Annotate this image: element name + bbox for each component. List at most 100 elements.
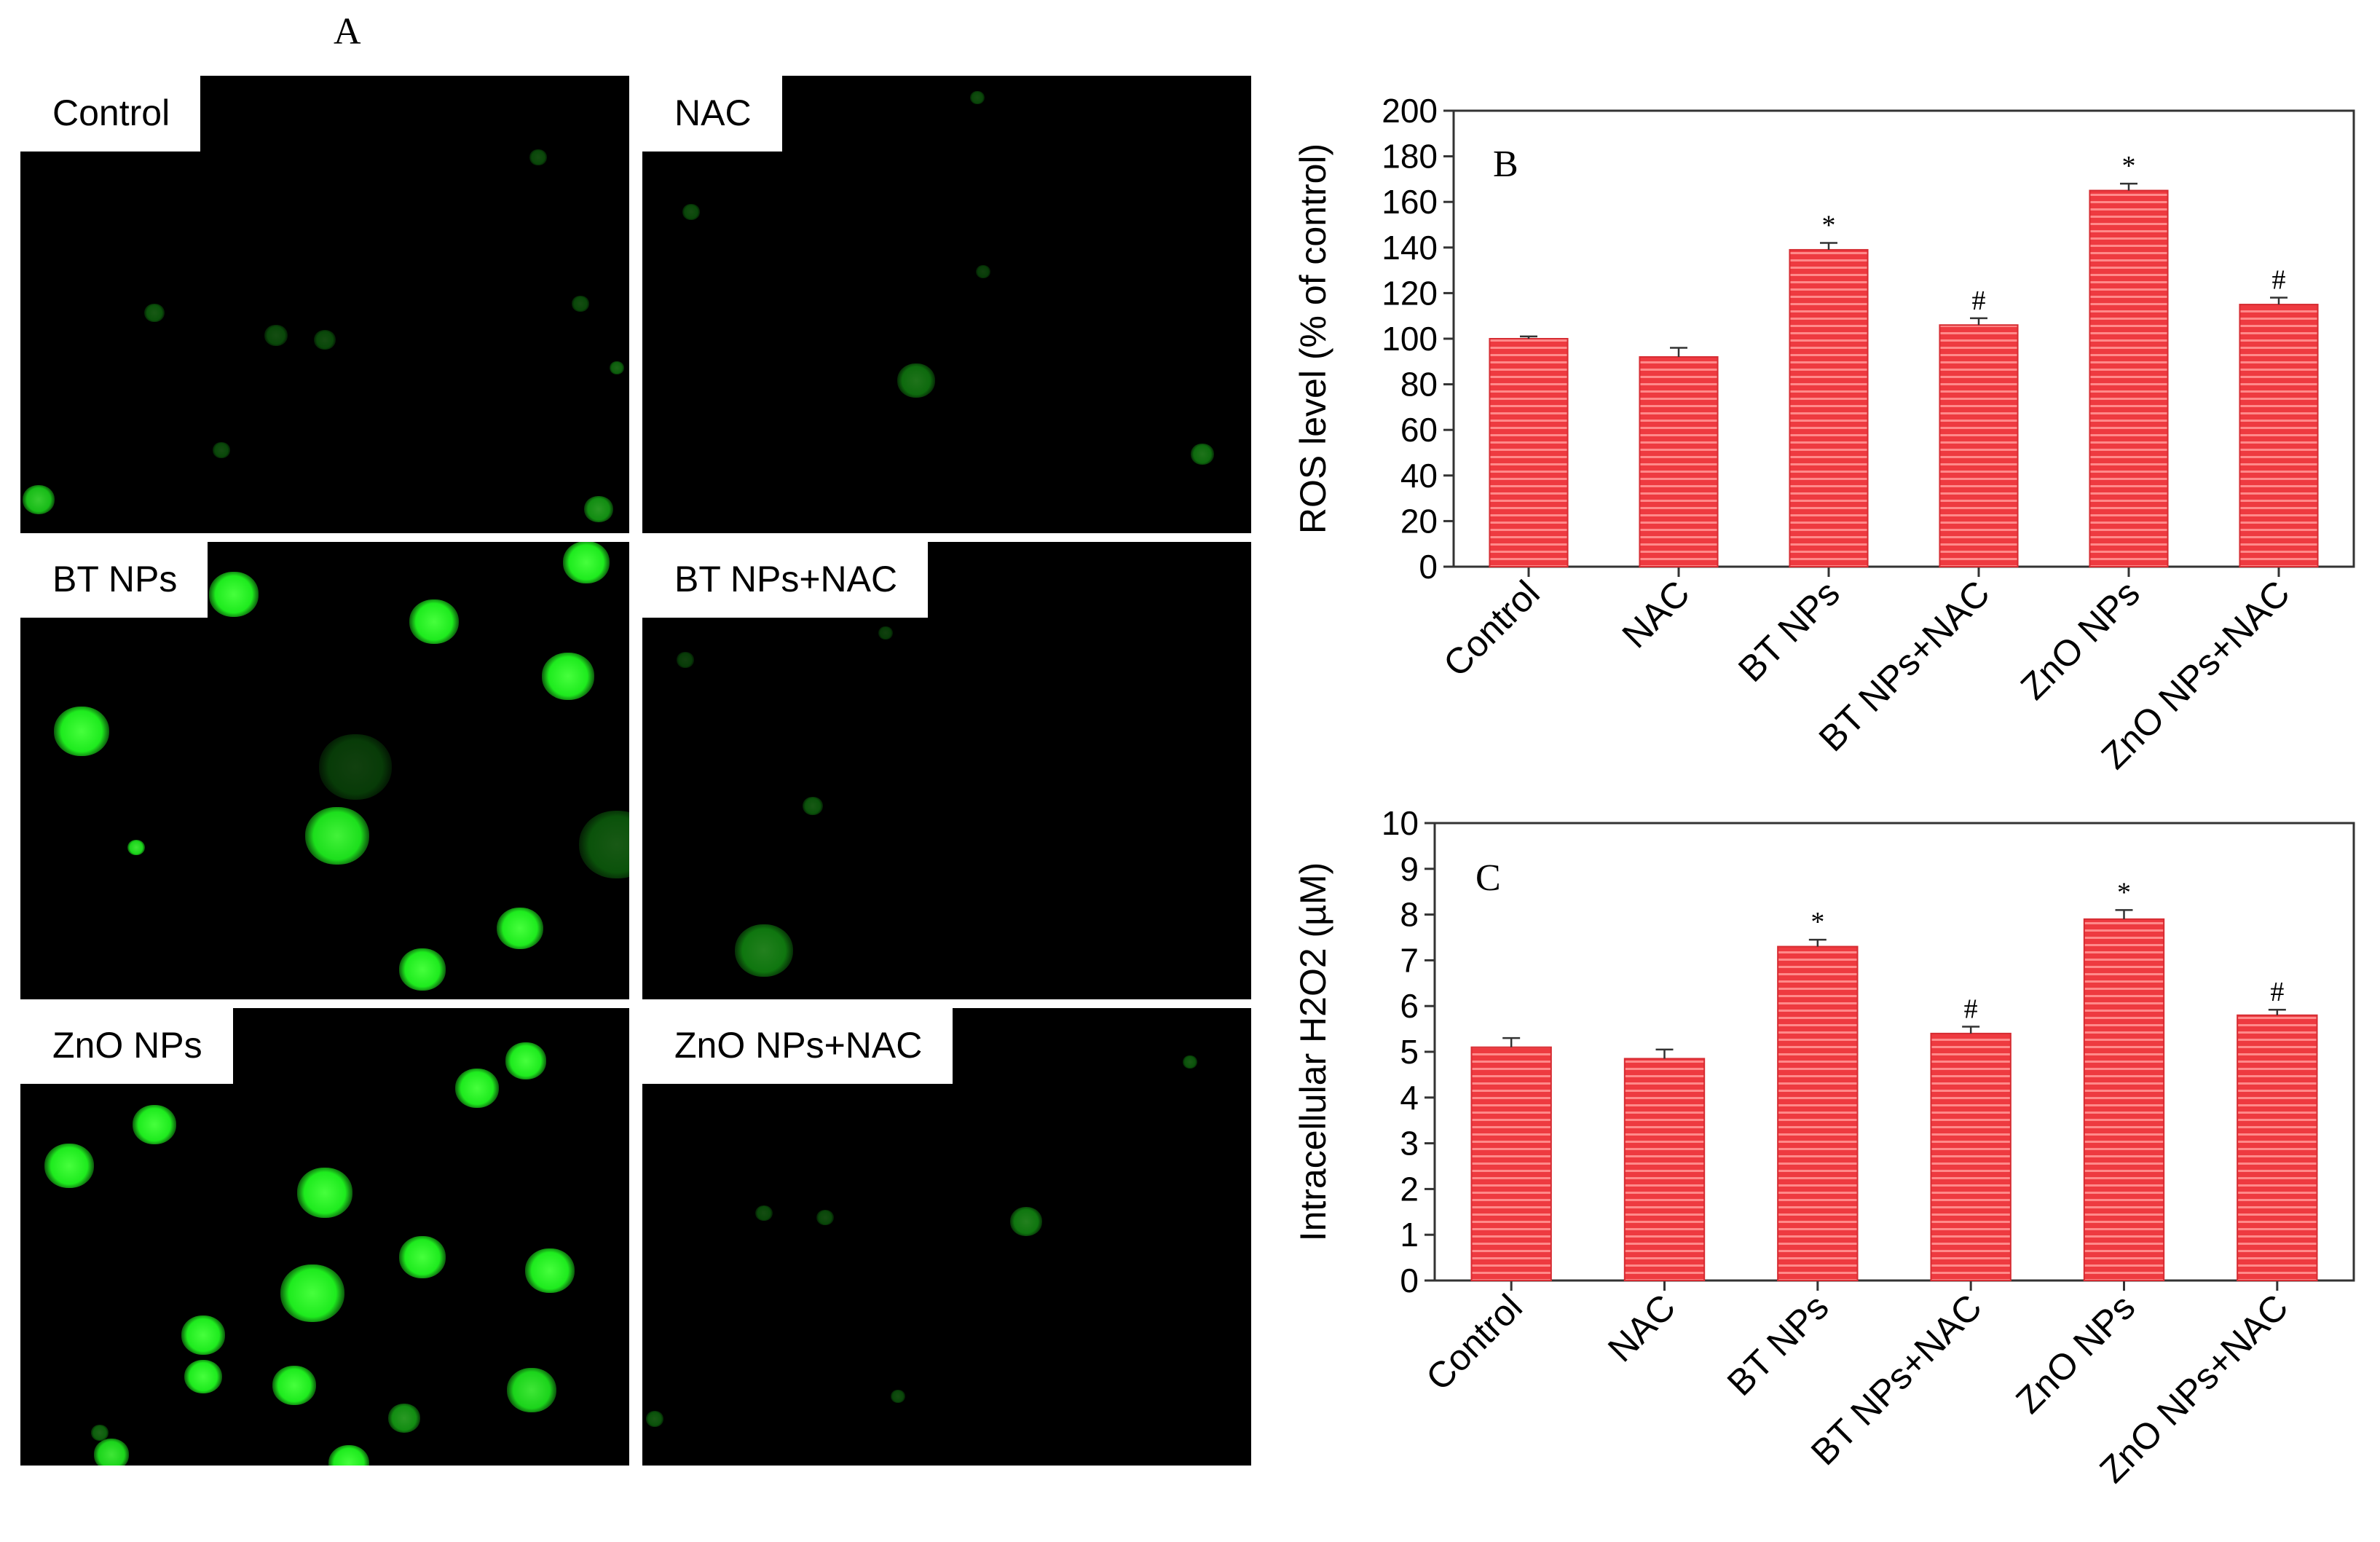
fluorescent-cell — [304, 807, 369, 865]
y-tick-label: 4 — [1400, 1079, 1419, 1117]
panel-letter: C — [1475, 857, 1501, 899]
fluorescent-cell — [387, 1404, 420, 1433]
significance-marker: * — [1822, 211, 1836, 241]
y-tick-label: 120 — [1382, 274, 1438, 312]
y-tick-label: 60 — [1400, 411, 1438, 449]
y-tick-label: 140 — [1382, 229, 1438, 267]
fluorescent-cell — [878, 626, 894, 640]
fluorescent-cell — [44, 1143, 94, 1188]
fluorescent-cell — [455, 1069, 499, 1109]
x-tick-label: NAC — [1615, 573, 1698, 656]
fluorescent-cell — [208, 572, 259, 617]
significance-marker: * — [1810, 907, 1824, 937]
significance-marker: # — [2270, 977, 2284, 1007]
fluorescent-cell — [23, 485, 55, 514]
significance-marker: # — [2272, 265, 2286, 296]
fluorescent-cell — [264, 324, 288, 346]
fluorescent-cell — [409, 599, 460, 645]
y-tick-label: 8 — [1400, 896, 1419, 934]
fluorescent-cell — [976, 265, 991, 279]
fluorescent-cell — [143, 303, 165, 322]
y-tick-label: 7 — [1400, 941, 1419, 979]
fluorescent-cell — [676, 652, 694, 668]
micrograph-label: NAC — [642, 76, 782, 152]
fluorescent-cell — [645, 1411, 663, 1427]
y-tick-label: 200 — [1382, 92, 1438, 130]
fluorescent-cell — [803, 797, 824, 816]
y-axis-label: Intracellular H2O2 (µM) — [1293, 862, 1333, 1242]
fluorescent-cell — [398, 1236, 446, 1278]
y-tick-label: 9 — [1400, 850, 1419, 888]
bar — [1489, 338, 1569, 567]
panel-letter: B — [1493, 143, 1518, 185]
bar — [1939, 324, 2019, 567]
fluorescent-cell — [53, 706, 109, 757]
fluorescent-cell — [398, 948, 446, 991]
fluorescent-cell — [272, 1366, 317, 1406]
fluorescent-cell — [542, 653, 595, 701]
y-tick-label: 5 — [1400, 1033, 1419, 1071]
bar — [1470, 1046, 1552, 1281]
fluorescent-cell — [579, 810, 629, 879]
fluorescent-cell — [584, 495, 614, 522]
y-tick-label: 40 — [1400, 457, 1438, 495]
y-tick-label: 2 — [1400, 1170, 1419, 1208]
chart-c-layer: 0 1 2 3 4 5 6 7 8 9 10 Intracellular H2O2 (µM) C Cont… — [1293, 804, 2355, 1490]
fluorescent-cell — [610, 361, 625, 374]
fluorescent-cell — [755, 1205, 773, 1222]
x-tick-label: Control — [1418, 1286, 1530, 1399]
micrograph-control: Control — [20, 76, 629, 533]
fluorescent-cell — [897, 363, 936, 398]
fluorescent-cell — [505, 1042, 546, 1079]
significance-marker: * — [2122, 151, 2136, 181]
fluorescent-cell — [572, 296, 590, 312]
bar — [1639, 356, 1719, 567]
x-tick-label: Control — [1435, 573, 1548, 685]
micrograph-nac: NAC — [642, 76, 1251, 533]
bar — [2089, 189, 2169, 567]
fluorescent-cell — [314, 330, 336, 350]
fluorescent-cell — [969, 91, 985, 105]
fluorescent-cell — [496, 907, 543, 950]
micrograph-label: BT NPs+NAC — [642, 542, 929, 618]
fluorescent-cell — [280, 1264, 345, 1322]
significance-marker: # — [1964, 994, 1978, 1024]
y-tick-label: 3 — [1400, 1125, 1419, 1163]
fluorescent-cell — [297, 1168, 352, 1218]
micrograph-label: Control — [20, 76, 201, 152]
micrograph-bt-nps-nac: BT NPs+NAC — [642, 542, 1251, 999]
chart-b-layer: 0 20 40 60 80 100 120 140 160 180 200 ROS level (% … — [1293, 92, 2355, 776]
y-tick-label: 180 — [1382, 138, 1438, 176]
bar — [1623, 1058, 1706, 1282]
bar — [1777, 945, 1859, 1282]
fluorescent-cell — [682, 204, 700, 220]
bar — [2239, 304, 2319, 567]
fluorescent-cell — [816, 1209, 834, 1226]
y-tick-label: 100 — [1382, 320, 1438, 358]
plot-frame — [1433, 822, 2355, 1282]
micrograph-zno-nps-nac: ZnO NPs+NAC — [642, 1008, 1251, 1466]
x-tick-label: ZnO NPs — [2013, 573, 2148, 707]
fluorescent-cell — [563, 542, 610, 583]
fluorescent-cell — [132, 1105, 176, 1145]
x-tick-label: BT NPs — [1719, 1286, 1837, 1404]
y-tick-label: 80 — [1400, 366, 1438, 404]
bar — [2237, 1014, 2318, 1281]
bar — [2083, 918, 2165, 1281]
fluorescent-cell — [184, 1359, 222, 1394]
y-tick-label: 0 — [1419, 548, 1438, 586]
fluorescent-cell — [94, 1439, 130, 1466]
micrograph-label: BT NPs — [20, 542, 208, 618]
fluorescent-cell — [735, 924, 794, 977]
y-tick-label: 0 — [1400, 1262, 1419, 1299]
plot-frame — [1452, 109, 2355, 568]
fluorescent-cell — [127, 839, 145, 856]
micrograph-label: ZnO NPs+NAC — [642, 1008, 953, 1084]
panel-a-letter: A — [334, 11, 361, 52]
fluorescent-cell — [891, 1389, 906, 1403]
fluorescent-cell — [1009, 1207, 1042, 1236]
y-tick-label: 10 — [1382, 804, 1419, 842]
bar — [1930, 1032, 2011, 1281]
fluorescent-cell — [1191, 444, 1215, 465]
